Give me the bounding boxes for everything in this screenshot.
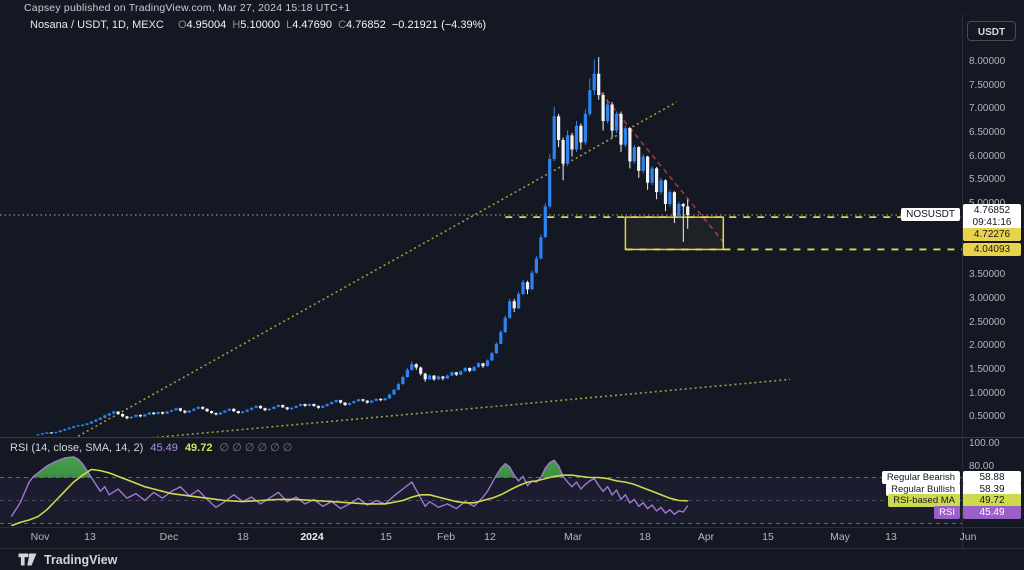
time-axis-label: Feb bbox=[436, 531, 456, 543]
change-value: −0.21921 (−4.39%) bbox=[391, 19, 487, 31]
rsi-value-label: 49.72 bbox=[963, 494, 1021, 507]
time-axis-label: Nov bbox=[30, 531, 50, 543]
price-tick-label: 7.50000 bbox=[969, 79, 1006, 91]
price-tick-label: 6.50000 bbox=[969, 126, 1006, 138]
upper-level-price-label: 4.72276 bbox=[963, 228, 1021, 241]
open-value: 4.95004 bbox=[186, 19, 227, 31]
close-value: 4.76852 bbox=[346, 19, 386, 31]
symbol-title[interactable]: Nosana / USDT, 1D, MEXC bbox=[30, 19, 164, 31]
current-price-label: 4.76852 09:41:16 bbox=[963, 204, 1021, 230]
tradingview-brand-text[interactable]: TradingView bbox=[44, 552, 118, 567]
currency-toggle-button[interactable]: USDT bbox=[967, 21, 1016, 41]
time-axis-label: 18 bbox=[237, 531, 249, 543]
time-axis-label: May bbox=[830, 531, 850, 543]
price-tick-label: 2.00000 bbox=[969, 340, 1006, 352]
bottom-toolbar: TradingView bbox=[0, 548, 1024, 570]
rsi-value-label: 58.39 bbox=[963, 482, 1021, 496]
rsi-value-label: 45.49 bbox=[963, 505, 1021, 519]
symbol-price-tag: NOSUSDT bbox=[901, 207, 960, 221]
time-axis-label: Dec bbox=[159, 531, 179, 543]
rsi-overbought-fill bbox=[32, 456, 564, 478]
rsi-line bbox=[10, 456, 689, 517]
symbol-legend: Nosana / USDT, 1D, MEXC O4.95004 H5.1000… bbox=[30, 19, 489, 31]
rsi-current-value: 45.49 bbox=[150, 442, 178, 454]
tradingview-logo-icon[interactable] bbox=[18, 553, 37, 566]
price-tick-label: 1.00000 bbox=[969, 387, 1006, 399]
time-axis-label: 13 bbox=[885, 531, 897, 543]
time-axis-label: 2024 bbox=[300, 531, 324, 543]
rsi-tick-label: 80.00 bbox=[969, 461, 995, 472]
main-pane[interactable] bbox=[0, 57, 962, 440]
open-label: O bbox=[177, 19, 187, 31]
rsi-title[interactable]: RSI (14, close, SMA, 14, 2) bbox=[10, 442, 144, 454]
rsi-tick-label: 100.00 bbox=[969, 438, 1000, 449]
rsi-name-label: Regular Bullish bbox=[886, 482, 960, 496]
rsi-ma-current-value: 49.72 bbox=[184, 442, 213, 454]
price-tick-label: 3.00000 bbox=[969, 292, 1006, 304]
rsi-name-label: RSI-based MA bbox=[888, 494, 960, 507]
longterm-trendline bbox=[151, 378, 791, 437]
price-tick-label: 5.50000 bbox=[969, 174, 1006, 186]
low-label: L bbox=[286, 19, 293, 31]
rsi-empty-values: ∅ ∅ ∅ ∅ ∅ ∅ bbox=[219, 442, 293, 454]
rsi-pane[interactable] bbox=[0, 456, 962, 570]
attribution-text: Capsey published on TradingView.com, Mar… bbox=[24, 2, 351, 14]
price-tick-label: 3.50000 bbox=[969, 269, 1006, 281]
time-axis-label: 15 bbox=[762, 531, 774, 543]
time-axis-border bbox=[0, 527, 1024, 528]
price-tick-label: 0.50000 bbox=[969, 411, 1006, 423]
time-axis-label: 15 bbox=[380, 531, 392, 543]
rsi-value-label: 58.88 bbox=[963, 471, 1021, 484]
time-axis-label: Jun bbox=[959, 531, 977, 543]
price-tick-label: 7.00000 bbox=[969, 103, 1006, 115]
time-axis-label: 12 bbox=[484, 531, 496, 543]
close-label: C bbox=[338, 19, 347, 31]
time-axis-label: Apr bbox=[697, 531, 715, 543]
price-tick-label: 2.50000 bbox=[969, 316, 1006, 328]
price-tick-label: 6.00000 bbox=[969, 150, 1006, 162]
rsi-name-label: Regular Bearish bbox=[881, 471, 960, 484]
low-value: 4.47690 bbox=[292, 19, 332, 31]
candlestick-series[interactable] bbox=[36, 57, 690, 436]
pane-separator[interactable] bbox=[0, 437, 1024, 438]
price-tick-label: 8.00000 bbox=[969, 55, 1006, 67]
price-tick-label: 1.50000 bbox=[969, 363, 1006, 375]
lower-level-price-label: 4.04093 bbox=[963, 242, 1021, 256]
rsi-name-label: RSI bbox=[934, 505, 960, 519]
rsi-indicator-legend: RSI (14, close, SMA, 14, 2) 45.49 49.72 … bbox=[10, 441, 296, 454]
price-axis-border bbox=[962, 14, 963, 548]
time-axis-label: 13 bbox=[84, 531, 96, 543]
high-value: 5.10000 bbox=[240, 19, 281, 31]
rsi-ma-line bbox=[11, 468, 688, 526]
support-trendline bbox=[77, 101, 677, 437]
price-tick-label: 5.00000 bbox=[969, 198, 1005, 209]
time-axis-label: Mar bbox=[563, 531, 583, 543]
time-axis-label: 18 bbox=[639, 531, 651, 543]
high-label: H bbox=[232, 19, 241, 31]
